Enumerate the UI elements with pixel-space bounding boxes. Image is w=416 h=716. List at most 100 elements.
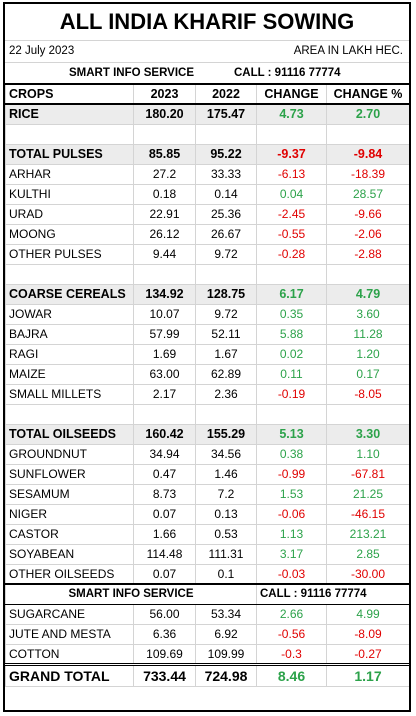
cell: 33.33 [195,163,257,185]
empty-cell [256,123,327,145]
cell: 63.00 [133,363,196,385]
cell: CHANGE % [326,83,409,105]
crop-name: CASTOR [5,523,134,545]
cell: 26.12 [133,223,196,245]
cell: 6.36 [133,623,196,645]
cell: 1.17 [326,662,409,687]
empty-cell [326,403,409,425]
empty-cell [195,123,257,145]
crop-row: KULTHI 0.18 0.14 0.04 28.57 [5,183,409,205]
cell: 56.00 [133,603,196,625]
cell: 1.53 [256,483,327,505]
cell: 57.99 [133,323,196,345]
cell: 5.13 [256,423,327,445]
info-call: CALL : 91116 77774 [256,583,409,605]
cell: 9.72 [195,243,257,265]
empty-cell [326,123,409,145]
crop-name: RAGI [5,343,134,365]
cell: -6.13 [256,163,327,185]
info-row: SMART INFO SERVICE CALL : 91116 77774 [5,583,409,605]
cell: 0.14 [195,183,257,205]
cell: 0.07 [133,563,196,585]
crop-row: GROUNDNUT 34.94 34.56 0.38 1.10 [5,443,409,465]
cell: 1.10 [326,443,409,465]
cell: 175.47 [195,103,257,125]
crop-name: TOTAL OILSEEDS [5,423,134,445]
cell: 3.60 [326,303,409,325]
cell: 2.85 [326,543,409,565]
cell: 8.46 [256,662,327,687]
crop-name: SMALL MILLETS [5,383,134,405]
cell: -46.15 [326,503,409,525]
crop-row: SUGARCANE 56.00 53.34 2.66 4.99 [5,603,409,625]
grand-total-row: GRAND TOTAL 733.44 724.98 8.46 1.17 [5,662,409,687]
crop-name: RICE [5,103,134,125]
cell: 34.56 [195,443,257,465]
cell: 733.44 [133,662,196,687]
cell: -9.37 [256,143,327,165]
cell: CHANGE [256,83,327,105]
crop-name: JOWAR [5,303,134,325]
cell: 180.20 [133,103,196,125]
cell: 0.47 [133,463,196,485]
cell: 53.34 [195,603,257,625]
empty-cell [133,403,196,425]
crop-name: OTHER PULSES [5,243,134,265]
info-call: CALL : 91116 77774 [234,67,341,79]
cell: -2.06 [326,223,409,245]
crop-row: MOONG 26.12 26.67 -0.55 -2.06 [5,223,409,245]
cell: 114.48 [133,543,196,565]
crop-row: RAGI 1.69 1.67 0.02 1.20 [5,343,409,365]
cell: 724.98 [195,662,257,687]
cell: 2.66 [256,603,327,625]
crop-name: CROPS [5,83,134,105]
cell: -0.27 [326,643,409,665]
cell: -2.88 [326,243,409,265]
cell: 25.36 [195,203,257,225]
cell: 27.2 [133,163,196,185]
cell: -67.81 [326,463,409,485]
header-row: CROPS 2023 2022 CHANGE CHANGE % [5,83,409,105]
group-total-row: COARSE CEREALS 134.92 128.75 6.17 4.79 [5,283,409,305]
cell: -0.3 [256,643,327,665]
empty-cell [133,263,196,285]
info-name: SMART INFO SERVICE [69,67,195,79]
cell: 0.02 [256,343,327,365]
cell: 9.44 [133,243,196,265]
cell: 0.1 [195,563,257,585]
cell: 11.28 [326,323,409,345]
meta-row: 22 July 2023 AREA IN LAKH HEC. [5,41,409,63]
cell: 1.13 [256,523,327,545]
cell: 2.36 [195,383,257,405]
info-name: SMART INFO SERVICE [5,583,257,605]
cell: 0.13 [195,503,257,525]
blank-row [5,123,409,145]
cell: 0.18 [133,183,196,205]
cell: -0.99 [256,463,327,485]
cell: 1.69 [133,343,196,365]
cell: 7.2 [195,483,257,505]
cell: -0.19 [256,383,327,405]
cell: 0.07 [133,503,196,525]
sheet: ALL INDIA KHARIF SOWING 22 July 2023 ARE… [3,2,411,712]
cell: 0.17 [326,363,409,385]
cell: 1.46 [195,463,257,485]
cell: 0.38 [256,443,327,465]
empty-cell [5,403,134,425]
cell: 4.79 [326,283,409,305]
cell: -0.06 [256,503,327,525]
crop-name: ARHAR [5,163,134,185]
cell: 128.75 [195,283,257,305]
cell: 0.11 [256,363,327,385]
cell: -9.66 [326,203,409,225]
crop-name: OTHER OILSEEDS [5,563,134,585]
crop-row: CASTOR 1.66 0.53 1.13 213.21 [5,523,409,545]
empty-cell [133,123,196,145]
cell: 213.21 [326,523,409,545]
date: 22 July 2023 [9,45,75,57]
crop-name: GROUNDNUT [5,443,134,465]
crop-row: MAIZE 63.00 62.89 0.11 0.17 [5,363,409,385]
cell: 0.53 [195,523,257,545]
cell: 3.17 [256,543,327,565]
